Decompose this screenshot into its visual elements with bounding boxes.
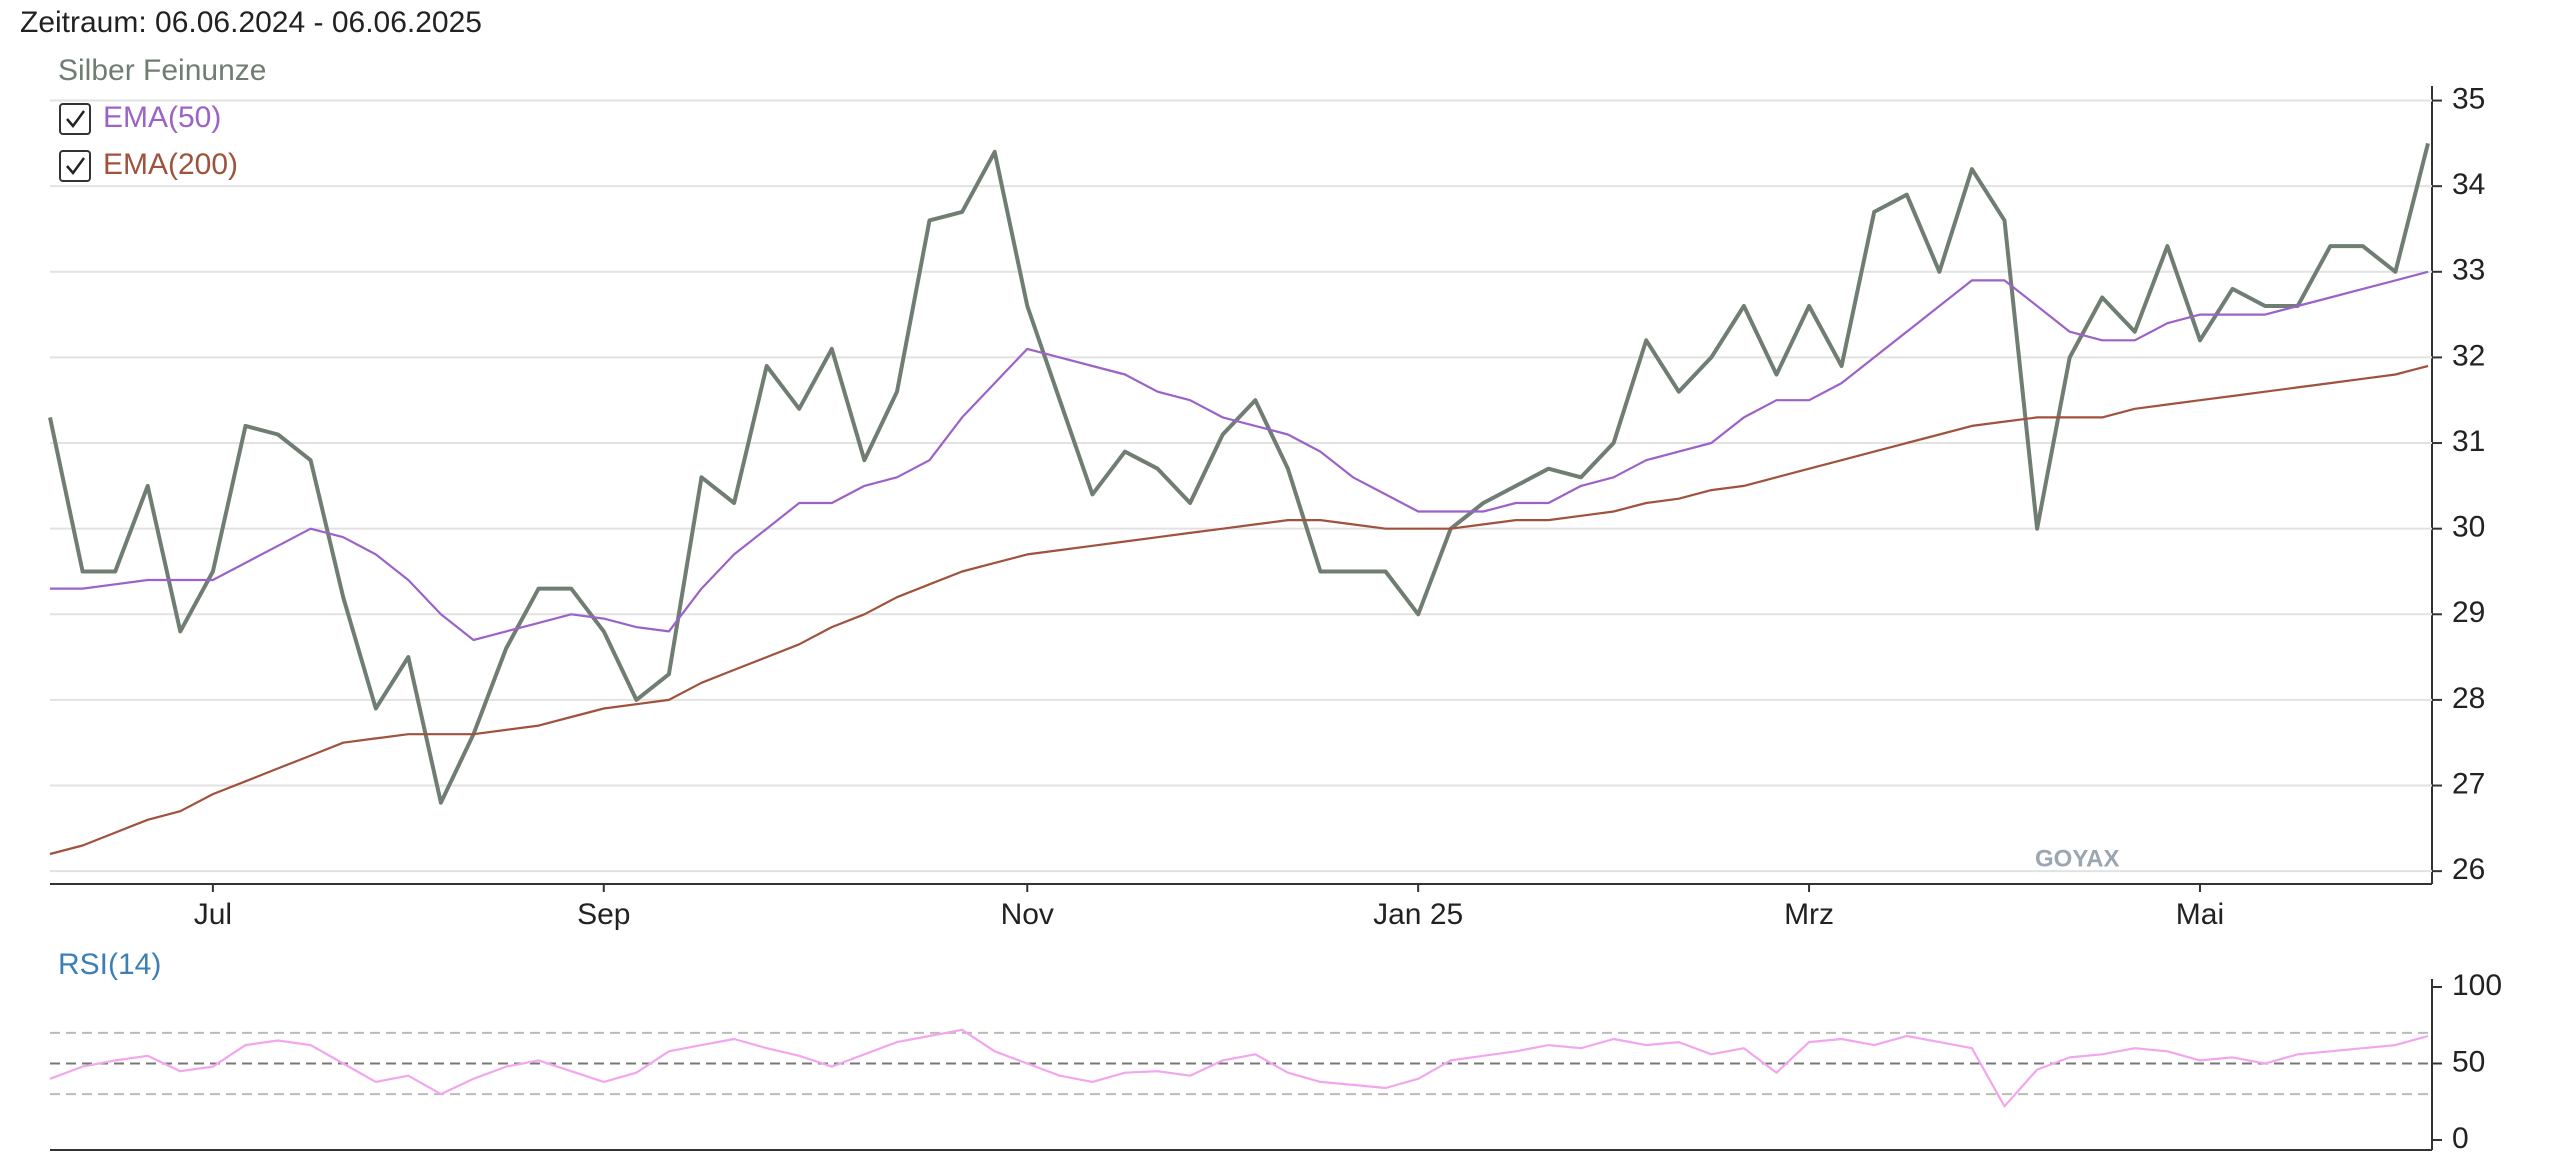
y-tick-label: 50	[2452, 1045, 2485, 1078]
legend-label[interactable]: EMA(50)	[103, 101, 221, 134]
x-tick-label: Jul	[194, 898, 232, 931]
y-tick-label: 31	[2452, 425, 2485, 458]
series-line	[48, 142, 2430, 805]
legend-label[interactable]: EMA(200)	[103, 148, 238, 181]
series-line	[50, 270, 2429, 642]
legend-checkbox[interactable]	[59, 150, 91, 182]
legend-label: RSI(14)	[58, 948, 161, 981]
y-tick-label: 35	[2452, 82, 2485, 115]
series-line	[49, 364, 2429, 856]
legend-label: Silber Feinunze	[58, 54, 266, 87]
y-tick-label: 28	[2452, 682, 2485, 715]
series-line	[49, 1028, 2429, 1108]
checkmark	[66, 110, 86, 129]
y-tick-label: 30	[2452, 511, 2485, 544]
y-tick-label: 29	[2452, 596, 2485, 629]
x-tick-label: Mai	[2176, 898, 2224, 931]
x-tick-label: Mrz	[1784, 898, 1834, 931]
x-tick-label: Jan 25	[1373, 898, 1463, 931]
y-tick-label: 26	[2452, 853, 2485, 886]
y-tick-label: 32	[2452, 339, 2485, 372]
y-tick-label: 100	[2452, 969, 2502, 1002]
y-tick-label: 27	[2452, 767, 2485, 800]
x-tick-label: Sep	[577, 898, 630, 931]
checkmark	[66, 157, 86, 176]
y-tick-label: 33	[2452, 254, 2485, 287]
y-tick-label: 34	[2452, 168, 2485, 201]
chart-title: Zeitraum: 06.06.2024 - 06.06.2025	[20, 6, 482, 39]
y-tick-label: 0	[2452, 1122, 2469, 1152]
watermark: GOYAX	[2035, 845, 2119, 872]
x-tick-label: Nov	[1001, 898, 1054, 931]
legend-checkbox[interactable]	[59, 103, 91, 135]
